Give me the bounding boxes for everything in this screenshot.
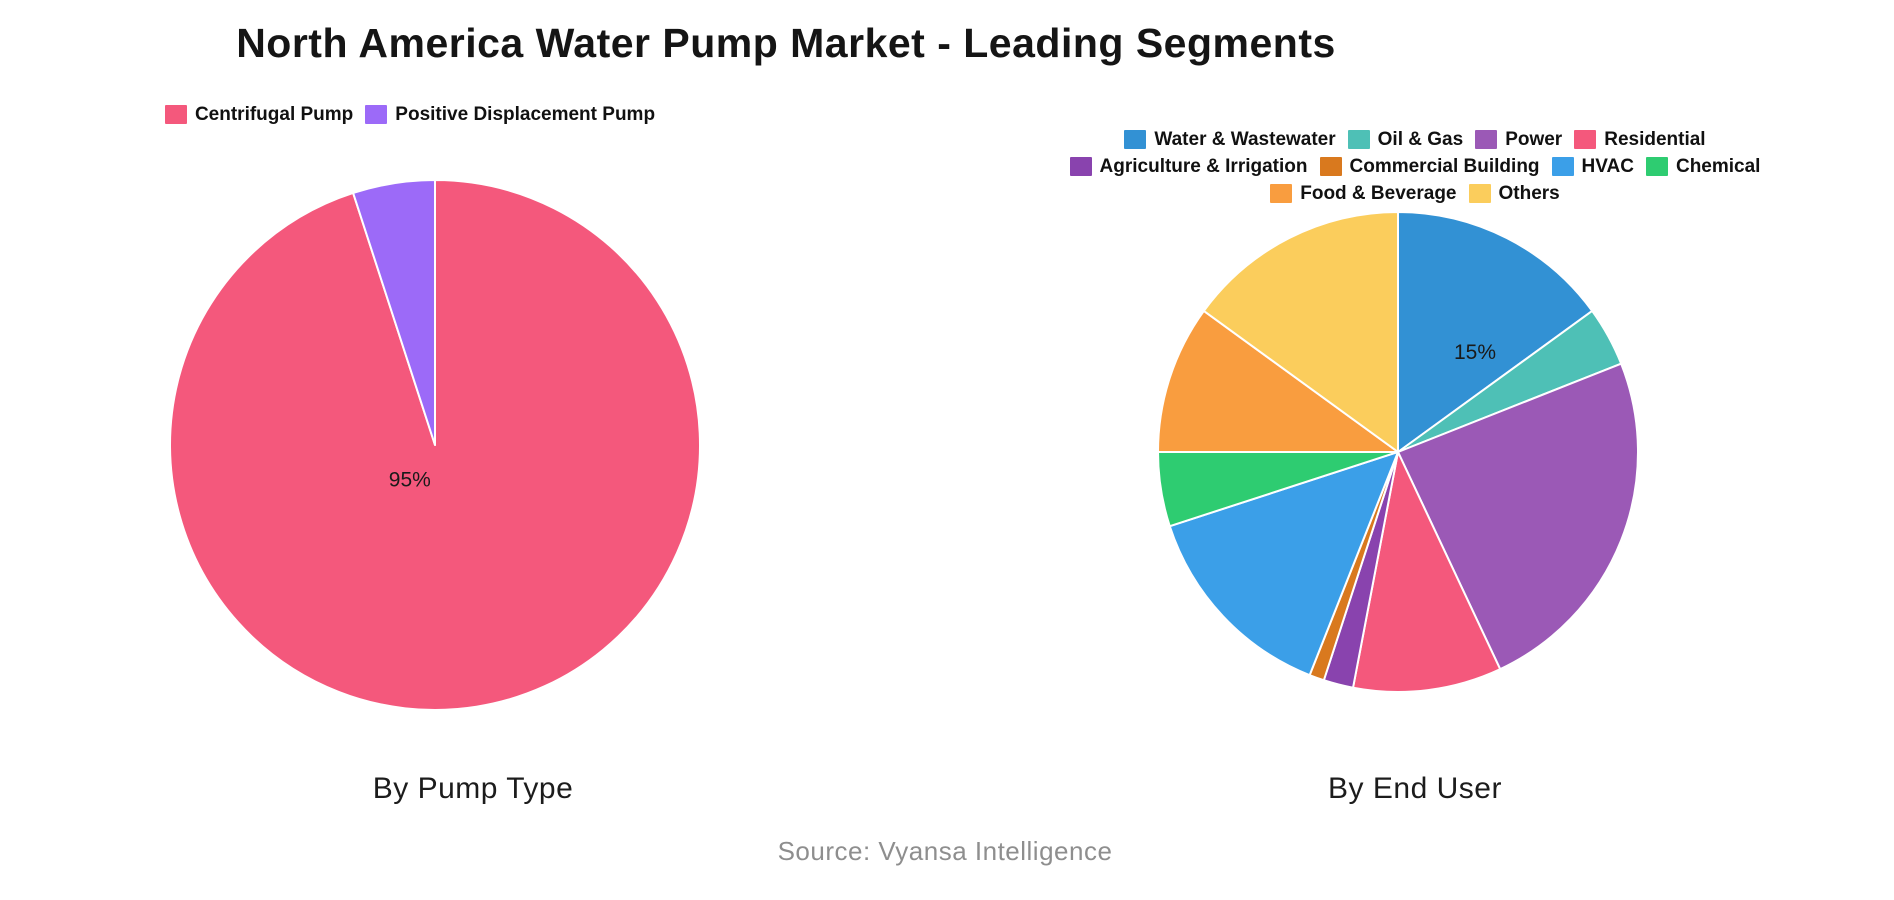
legend-label: Centrifugal Pump: [194, 103, 354, 125]
chart-title: North America Water Pump Market - Leadin…: [236, 20, 1336, 66]
pie-slice-food-and-beverage: [1157, 309, 1399, 453]
pump-type-caption: By Pump Type: [372, 772, 574, 805]
legend-swatch: [1468, 184, 1491, 203]
legend-label: Commercial Building: [1349, 155, 1540, 177]
end-user-caption: By End User: [1328, 772, 1502, 805]
end-user-pie-chart: 15%: [1157, 211, 1639, 693]
legend-swatch: [1069, 157, 1092, 176]
legend-swatch: [1319, 157, 1342, 176]
legend-label: Water & Wastewater: [1154, 128, 1336, 150]
legend-item-chemical: Chemical: [1645, 155, 1761, 178]
legend-swatch: [365, 105, 388, 124]
legend-label: Power: [1505, 128, 1563, 150]
legend-item-centrifugal-pump: Centrifugal Pump: [164, 103, 354, 126]
legend-label: Food & Beverage: [1300, 182, 1457, 204]
legend-row: Water & Wastewater Oil & Gas Power Resident…: [1118, 126, 1711, 153]
legend-item-hvac: HVAC: [1551, 155, 1634, 178]
pump-type-legend: Centrifugal Pump Positive Displacement Pu…: [150, 101, 670, 128]
legend-swatch: [1270, 184, 1293, 203]
legend-swatch: [1551, 157, 1574, 176]
legend-swatch: [1124, 130, 1147, 149]
legend-swatch: [1347, 130, 1370, 149]
legend-item-oil-and-gas: Oil & Gas: [1347, 128, 1464, 151]
legend-swatch: [1475, 130, 1498, 149]
pie-value-label: 95%: [389, 469, 431, 492]
pie-slice-others: [1202, 211, 1399, 453]
legend-item-power: Power: [1475, 129, 1562, 151]
legend-swatch: [1574, 130, 1597, 149]
legend-item-agriculture-and-irrigation: Agriculture & Irrigation: [1069, 155, 1308, 178]
pie-slice-water-and-wastewater: [1397, 211, 1594, 453]
legend-item-commercial-building: Commercial Building: [1319, 155, 1540, 178]
legend-swatch: [164, 105, 187, 124]
legend-label: Chemical: [1675, 155, 1761, 177]
legend-item-food-and-beverage: Food & Beverage: [1270, 182, 1457, 205]
legend-label: HVAC: [1581, 155, 1634, 177]
legend-item-positive-displacement-pump: Positive Displacement Pump: [365, 104, 655, 126]
legend-item-residential: Residential: [1574, 128, 1706, 151]
end-user-legend: Water & Wastewater Oil & Gas Power Resident…: [1005, 126, 1825, 207]
legend-label: Agriculture & Irrigation: [1099, 155, 1308, 177]
legend-item-others: Others: [1468, 182, 1560, 205]
source-text: Source: Vyansa Intelligence: [777, 836, 1113, 866]
pie-value-label: 15%: [1454, 341, 1496, 364]
pie-slice-residential: [1352, 451, 1502, 693]
pie-slice-power: [1397, 362, 1639, 671]
pump-type-pie-chart: 95%: [169, 179, 701, 711]
legend-label: Residential: [1604, 128, 1706, 150]
legend-label: Oil & Gas: [1377, 128, 1464, 150]
legend-item-water-and-wastewater: Water & Wastewater: [1124, 128, 1336, 151]
legend-label: Others: [1498, 182, 1560, 204]
legend-label: Positive Displacement Pump: [395, 103, 656, 125]
pie-slice-positive-displacement-pump: [352, 179, 436, 446]
legend-row: Centrifugal Pump Positive Displacement Pu…: [159, 101, 661, 128]
legend-row: Food & Beverage Others: [1264, 180, 1566, 207]
legend-row: Agriculture & Irrigation Commercial Build…: [1064, 153, 1767, 180]
legend-swatch: [1645, 157, 1668, 176]
